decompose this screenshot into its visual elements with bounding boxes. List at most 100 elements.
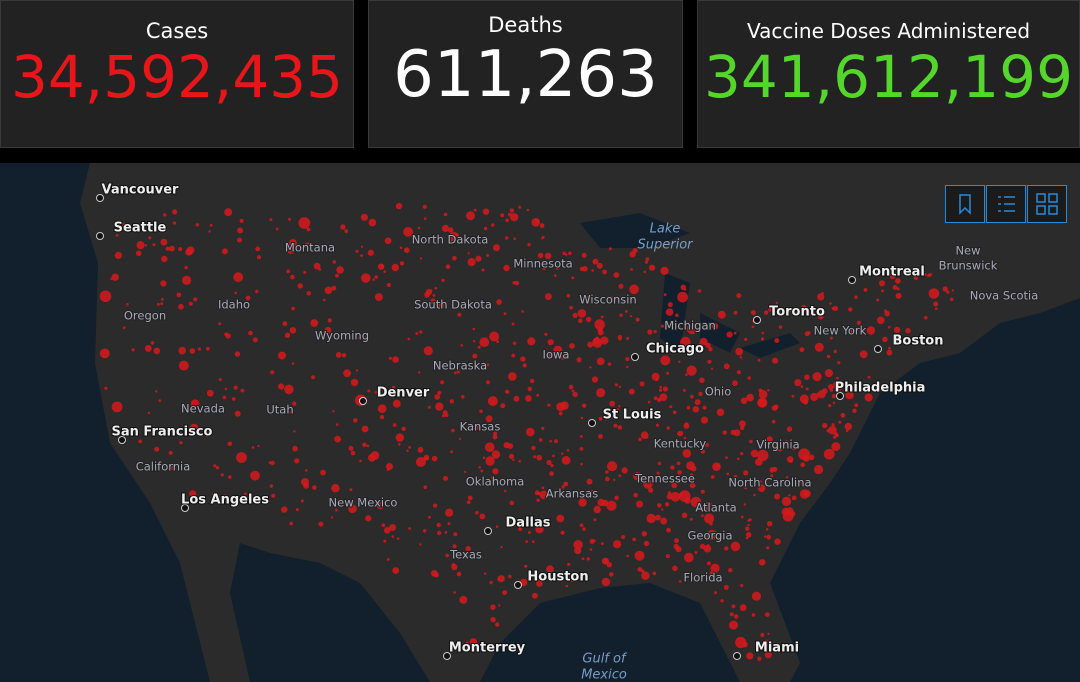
case-dot bbox=[666, 426, 670, 430]
case-dot bbox=[667, 302, 673, 308]
case-dot bbox=[463, 470, 467, 474]
case-dot bbox=[614, 495, 619, 501]
case-dot bbox=[278, 351, 286, 360]
case-dot bbox=[666, 527, 671, 533]
case-dot bbox=[863, 288, 868, 292]
case-dot bbox=[483, 226, 488, 231]
case-dot bbox=[361, 273, 371, 283]
case-dot bbox=[341, 353, 347, 358]
case-dot bbox=[284, 332, 291, 338]
case-dot bbox=[828, 384, 834, 390]
case-dot bbox=[99, 348, 110, 359]
case-dot bbox=[531, 445, 536, 451]
case-dot bbox=[660, 517, 668, 525]
case-dot bbox=[206, 389, 214, 397]
case-dot bbox=[600, 336, 609, 345]
case-dot bbox=[156, 302, 160, 306]
bookmark-button[interactable] bbox=[945, 185, 985, 223]
case-dot bbox=[449, 399, 454, 404]
case-dot bbox=[524, 564, 528, 568]
case-dot bbox=[706, 529, 718, 541]
case-dot bbox=[324, 286, 333, 295]
case-dot bbox=[766, 436, 773, 443]
case-dot bbox=[745, 526, 750, 531]
case-dot bbox=[799, 347, 805, 353]
case-dot bbox=[447, 227, 454, 233]
case-dot bbox=[597, 329, 604, 336]
city-marker bbox=[96, 194, 104, 202]
region-label: Utah bbox=[266, 403, 293, 417]
case-dot bbox=[649, 264, 656, 271]
case-dot bbox=[518, 205, 522, 209]
case-dot bbox=[544, 252, 552, 260]
case-dot bbox=[600, 542, 604, 546]
case-dot bbox=[292, 401, 297, 406]
case-dot bbox=[700, 416, 709, 424]
case-dot bbox=[509, 208, 515, 213]
case-dot bbox=[195, 223, 200, 227]
case-dot bbox=[678, 345, 682, 350]
case-dot bbox=[700, 449, 706, 454]
case-dot bbox=[614, 383, 618, 387]
case-dot bbox=[782, 510, 794, 522]
case-dot bbox=[366, 444, 370, 448]
case-dot bbox=[751, 613, 756, 617]
case-dot bbox=[934, 307, 938, 310]
case-dot bbox=[553, 345, 563, 355]
case-dot bbox=[605, 476, 610, 482]
case-dot bbox=[430, 289, 433, 292]
case-dot bbox=[684, 497, 691, 504]
case-dot bbox=[831, 423, 835, 427]
case-dot bbox=[544, 332, 548, 336]
case-dot bbox=[269, 484, 274, 488]
city-marker bbox=[631, 353, 639, 361]
case-dot bbox=[401, 426, 406, 431]
case-dot bbox=[708, 347, 713, 352]
case-dot bbox=[582, 573, 585, 576]
case-dot bbox=[275, 227, 279, 231]
case-dot bbox=[205, 346, 210, 351]
case-dot bbox=[395, 202, 403, 210]
case-dot bbox=[661, 508, 664, 511]
case-dot bbox=[465, 641, 469, 645]
legend-button[interactable] bbox=[986, 185, 1026, 223]
case-dot bbox=[510, 213, 519, 222]
region-label: Kentucky bbox=[654, 437, 707, 451]
case-dot bbox=[609, 296, 614, 300]
case-dot bbox=[479, 513, 486, 520]
case-dot bbox=[534, 490, 540, 496]
cases-panel: Cases 34,592,435 bbox=[0, 0, 354, 148]
case-dot bbox=[161, 255, 168, 263]
case-dot bbox=[751, 591, 762, 601]
case-dot bbox=[158, 399, 162, 402]
case-dot bbox=[566, 448, 570, 452]
case-dot bbox=[239, 218, 244, 223]
case-dot bbox=[348, 504, 357, 514]
basemap-button[interactable] bbox=[1027, 185, 1067, 223]
case-dot bbox=[753, 493, 756, 497]
case-dot bbox=[766, 546, 770, 550]
case-dot bbox=[441, 414, 446, 418]
case-dot bbox=[647, 329, 653, 335]
case-dot bbox=[573, 540, 583, 550]
case-dot bbox=[615, 408, 620, 413]
case-dot bbox=[445, 508, 454, 517]
region-label: Kansas bbox=[460, 420, 501, 434]
map[interactable]: Vancouver Seattle Montreal Toronto Chicago Bo… bbox=[0, 163, 1080, 682]
case-dot bbox=[233, 272, 244, 283]
case-dot bbox=[222, 395, 227, 400]
case-dot bbox=[444, 413, 449, 418]
case-dot bbox=[582, 403, 587, 408]
case-dot bbox=[924, 315, 928, 320]
case-dot bbox=[572, 391, 578, 398]
case-dot bbox=[491, 475, 494, 479]
case-dot bbox=[659, 388, 663, 392]
case-dot bbox=[775, 301, 779, 305]
case-dot bbox=[539, 490, 549, 500]
city-marker bbox=[359, 397, 367, 405]
case-dot bbox=[491, 223, 495, 227]
case-dot bbox=[451, 563, 455, 567]
case-dot bbox=[403, 227, 413, 237]
case-dot bbox=[480, 469, 484, 473]
case-dot bbox=[190, 423, 199, 432]
